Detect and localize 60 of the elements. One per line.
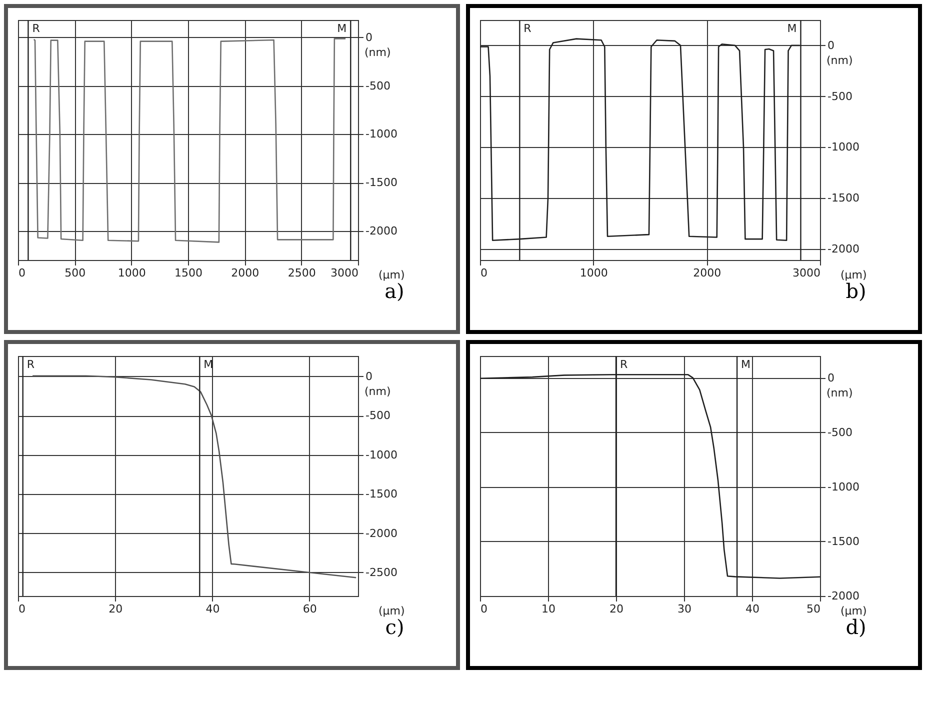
x-tick-label: 30	[678, 602, 692, 616]
ref-line-label: M	[787, 22, 797, 35]
y-tick-label: -500	[366, 79, 390, 92]
y-tick-label: -1500	[366, 488, 398, 501]
y-tick-label: -2000	[828, 590, 860, 602]
x-tick-label: 50	[806, 602, 820, 616]
x-tick-label: 20	[108, 602, 123, 616]
x-tick-label: 1000	[580, 266, 608, 280]
x-tick-label: 1500	[174, 266, 202, 280]
ref-line-label: R	[26, 358, 35, 371]
x-tick-label: 40	[746, 602, 760, 616]
ref-line-label: R	[32, 22, 40, 35]
x-tick-label: 2000	[231, 266, 260, 280]
y-tick-label: 0	[828, 38, 834, 52]
y-tick-label: -1000	[366, 448, 398, 462]
x-tick-label: 500	[64, 266, 86, 280]
y-tick-label: -2000	[366, 526, 398, 540]
y-tick-label: 0	[366, 370, 372, 383]
x-tick-label: 1000	[118, 266, 146, 280]
x-tick-label: 0	[18, 266, 26, 280]
y-axis-title: (nm)	[364, 384, 391, 398]
x-tick-label: 40	[206, 602, 220, 616]
x-tick-label: 10	[542, 602, 556, 616]
ref-line-label: R	[524, 22, 532, 35]
x-tick-label: 3000	[330, 266, 358, 280]
y-axis-title: (nm)	[826, 54, 853, 67]
y-tick-label: -2000	[366, 224, 398, 238]
y-tick-label: -2500	[366, 566, 398, 579]
text: a)	[384, 279, 404, 303]
y-tick-label: -1500	[366, 176, 398, 190]
y-tick-label: 0	[828, 371, 834, 384]
ref-line-label: M	[741, 358, 751, 371]
x-tick-label: 0	[480, 266, 488, 280]
y-tick-label: -1000	[828, 140, 860, 154]
ref-line-label: M	[337, 22, 347, 35]
y-tick-label: -500	[366, 409, 390, 422]
ref-line-label: R	[620, 358, 628, 371]
y-tick-label: -1000	[366, 128, 398, 141]
x-tick-label: 20	[610, 602, 624, 616]
text: c)	[385, 615, 404, 639]
y-tick-label: 0	[366, 30, 372, 44]
y-axis-title: (nm)	[826, 386, 853, 400]
x-tick-label: 2000	[693, 266, 722, 280]
y-tick-label: -1500	[828, 534, 860, 548]
y-tick-label: -500	[828, 90, 852, 103]
y-tick-label: -500	[828, 426, 852, 439]
y-axis-title: (nm)	[364, 46, 391, 59]
x-axis-title: (µm)	[378, 268, 405, 282]
y-tick-label: -1000	[828, 480, 860, 494]
x-axis-title: (µm)	[378, 604, 405, 618]
x-axis-title: (µm)	[840, 604, 867, 618]
x-tick-label: 0	[18, 602, 26, 616]
x-tick-label: 0	[480, 602, 488, 616]
x-tick-label: 3000	[792, 266, 820, 280]
x-tick-label: 60	[302, 602, 317, 616]
ref-line-label: M	[204, 358, 214, 371]
y-tick-label: -1500	[828, 191, 860, 204]
x-tick-label: 2500	[288, 266, 316, 280]
x-axis-title: (µm)	[840, 268, 867, 282]
y-tick-label: -2000	[828, 242, 860, 256]
